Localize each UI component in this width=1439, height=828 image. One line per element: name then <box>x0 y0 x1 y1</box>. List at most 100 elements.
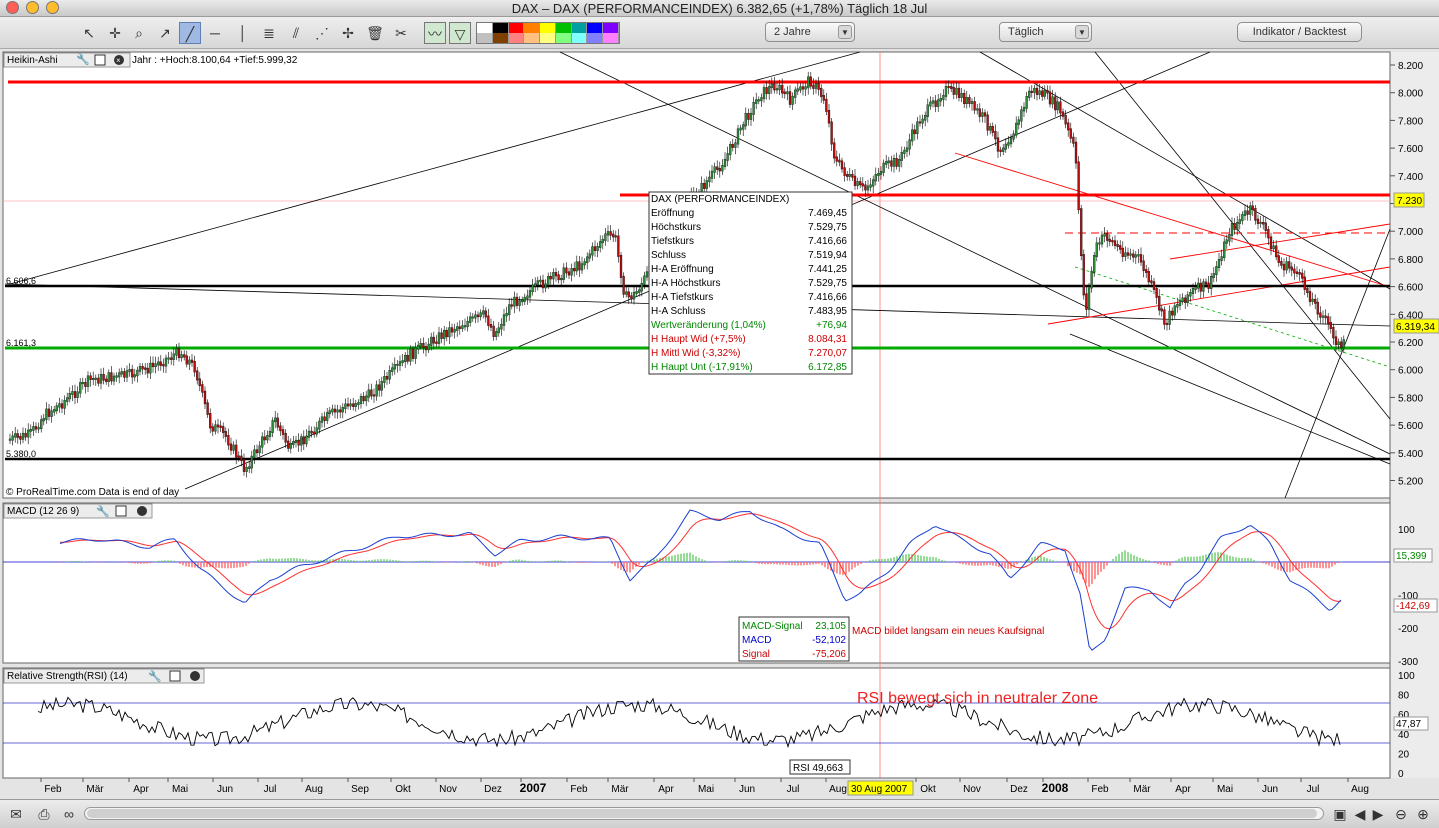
color-swatch[interactable] <box>587 23 604 33</box>
candle-body <box>1067 122 1070 131</box>
color-swatch[interactable] <box>540 33 556 43</box>
period-select[interactable]: 2 Jahre ▼ <box>765 22 855 42</box>
cursor-icon[interactable]: ↖ <box>83 25 95 41</box>
color-swatch[interactable] <box>524 33 541 43</box>
parallel-icon[interactable]: ⋰ <box>315 25 329 41</box>
delete-icon[interactable]: 🗑 <box>366 25 384 41</box>
heikin-ashi-candles[interactable] <box>8 71 1345 478</box>
trendline-down-4[interactable] <box>1069 333 1391 465</box>
chart-style-icon[interactable]: 〰 <box>424 22 446 44</box>
fibonacci-icon[interactable]: ≣ <box>263 25 275 41</box>
trendline-long-up[interactable] <box>9 51 861 285</box>
trendline-steep-up[interactable] <box>1284 228 1391 499</box>
candle-body <box>1082 254 1085 296</box>
maximize-icon[interactable] <box>94 54 106 66</box>
candle-body <box>263 436 266 441</box>
candle-body <box>640 282 643 292</box>
trendline-down-3[interactable] <box>1094 51 1391 420</box>
scroll-left-icon[interactable]: ◀ <box>1354 806 1366 822</box>
close-panel-icon[interactable] <box>137 506 147 516</box>
red-channel-lower[interactable] <box>1047 266 1391 325</box>
zoom-out-icon[interactable]: ⊖ <box>1395 806 1407 822</box>
macd-panel[interactable] <box>2 502 1391 664</box>
candle-body <box>461 325 464 329</box>
candle-body <box>151 362 155 368</box>
add-line-icon[interactable]: ↗ <box>159 25 171 41</box>
candle-body <box>617 235 620 257</box>
candle-body <box>97 377 100 384</box>
red-channel[interactable] <box>954 152 1391 325</box>
candle-body <box>625 291 628 295</box>
candle-body <box>1137 254 1140 257</box>
candle-body <box>1223 241 1226 259</box>
close-panel-icon[interactable] <box>190 671 200 681</box>
wrench-icon[interactable]: 🔧 <box>76 52 90 66</box>
chart-area[interactable]: 6.606,6 6.161,3 5.380,0 Heikin-Ashi 🔧 × … <box>0 49 1439 799</box>
candle-body <box>391 367 394 372</box>
red-trendline-down[interactable] <box>954 152 1391 288</box>
candle-body <box>591 246 594 256</box>
candle-body <box>476 314 480 318</box>
color-swatch[interactable] <box>587 33 604 43</box>
horizontal-scrollbar[interactable] <box>84 807 1324 820</box>
indicator-backtest-button[interactable]: Indikator / Backtest <box>1237 22 1362 42</box>
green-dotted-line[interactable] <box>1074 266 1391 368</box>
vertical-line-icon[interactable]: │ <box>238 25 248 41</box>
candle-body <box>765 87 768 94</box>
fan-icon[interactable]: ✢ <box>342 25 354 41</box>
candle-body <box>1158 295 1161 311</box>
trendline-down-1[interactable] <box>559 51 1391 455</box>
wrench-icon[interactable]: 🔧 <box>96 504 110 518</box>
color-swatch[interactable] <box>477 33 493 43</box>
close-panel-icon[interactable] <box>114 55 124 65</box>
color-swatch[interactable] <box>603 23 619 33</box>
close-window-icon[interactable] <box>6 1 19 14</box>
color-swatch[interactable] <box>508 23 525 33</box>
candle-body <box>502 314 506 326</box>
wrench-icon[interactable]: 🔧 <box>148 669 162 683</box>
color-swatch[interactable] <box>524 23 541 33</box>
color-swatch[interactable] <box>492 23 509 33</box>
color-swatch[interactable] <box>571 33 588 43</box>
candle-body <box>1285 261 1288 271</box>
candle-body <box>1246 210 1249 215</box>
red-channel-upper[interactable] <box>1169 223 1391 260</box>
candle-body <box>586 256 589 264</box>
color-swatch[interactable] <box>603 33 619 43</box>
zoom-icon[interactable]: ⌕ <box>135 25 143 41</box>
fit-chart-icon[interactable]: ▣ <box>1333 806 1347 822</box>
print-icon[interactable]: ⎙ <box>38 806 50 822</box>
color-swatch[interactable] <box>540 23 556 33</box>
minimize-window-icon[interactable] <box>26 1 39 14</box>
interval-select[interactable]: Täglich ▼ <box>999 22 1092 42</box>
maximize-icon[interactable] <box>169 670 181 682</box>
channel-icon[interactable]: ⫽ <box>292 25 300 41</box>
color-swatch[interactable] <box>571 23 588 33</box>
trendline-icon[interactable]: ╱ <box>179 22 201 44</box>
color-swatch[interactable] <box>555 23 572 33</box>
price-axis <box>1390 52 1439 778</box>
settings-icon[interactable]: ✂ <box>395 25 407 41</box>
candle-body <box>1215 266 1218 276</box>
candle-body <box>1308 291 1312 302</box>
horizontal-line-icon[interactable]: ─ <box>210 25 220 41</box>
zoom-in-icon[interactable]: ⊕ <box>1417 806 1429 822</box>
color-swatch[interactable] <box>477 23 493 33</box>
scroll-thumb[interactable] <box>87 809 1317 818</box>
maximize-icon[interactable] <box>115 505 127 517</box>
candle-body <box>1168 310 1171 325</box>
color-swatch[interactable] <box>555 33 572 43</box>
crosshair-icon[interactable]: ✛ <box>109 25 121 41</box>
mail-icon[interactable]: ✉ <box>10 806 22 822</box>
scroll-right-icon[interactable]: ▶ <box>1372 806 1384 822</box>
candle-body <box>1207 282 1210 289</box>
zoom-window-icon[interactable] <box>46 1 59 14</box>
chart-style2-icon[interactable]: ▽ <box>449 22 471 44</box>
color-palette[interactable] <box>476 22 620 44</box>
rsi-panel[interactable] <box>2 667 1391 779</box>
candle-body <box>835 156 838 162</box>
color-swatch[interactable] <box>508 33 525 43</box>
link-icon[interactable]: ∞ <box>64 806 74 822</box>
color-swatch[interactable] <box>492 33 509 43</box>
candle-body <box>1259 221 1262 224</box>
